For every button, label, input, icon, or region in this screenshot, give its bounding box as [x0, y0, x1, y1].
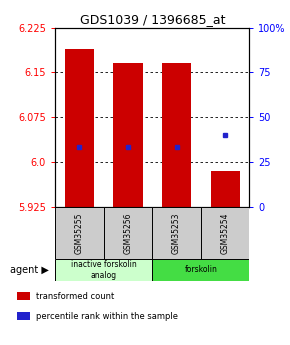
Bar — [113, 63, 143, 207]
Bar — [152, 259, 249, 281]
Bar — [211, 171, 240, 207]
Bar — [17, 292, 30, 300]
Text: GSM35254: GSM35254 — [221, 212, 230, 254]
Bar — [152, 207, 201, 259]
Bar — [55, 207, 104, 259]
Text: forskolin: forskolin — [184, 265, 217, 275]
Text: GSM35256: GSM35256 — [124, 212, 133, 254]
Bar — [201, 207, 249, 259]
Bar — [162, 63, 191, 207]
Text: GSM35253: GSM35253 — [172, 212, 181, 254]
Bar — [17, 312, 30, 320]
Text: GSM35255: GSM35255 — [75, 212, 84, 254]
Title: GDS1039 / 1396685_at: GDS1039 / 1396685_at — [79, 13, 225, 27]
Bar — [104, 207, 152, 259]
Text: percentile rank within the sample: percentile rank within the sample — [36, 312, 177, 321]
Text: inactive forskolin
analog: inactive forskolin analog — [71, 260, 137, 280]
Text: transformed count: transformed count — [36, 292, 114, 301]
Text: agent ▶: agent ▶ — [10, 265, 49, 275]
Bar — [65, 49, 94, 207]
Bar — [55, 259, 152, 281]
